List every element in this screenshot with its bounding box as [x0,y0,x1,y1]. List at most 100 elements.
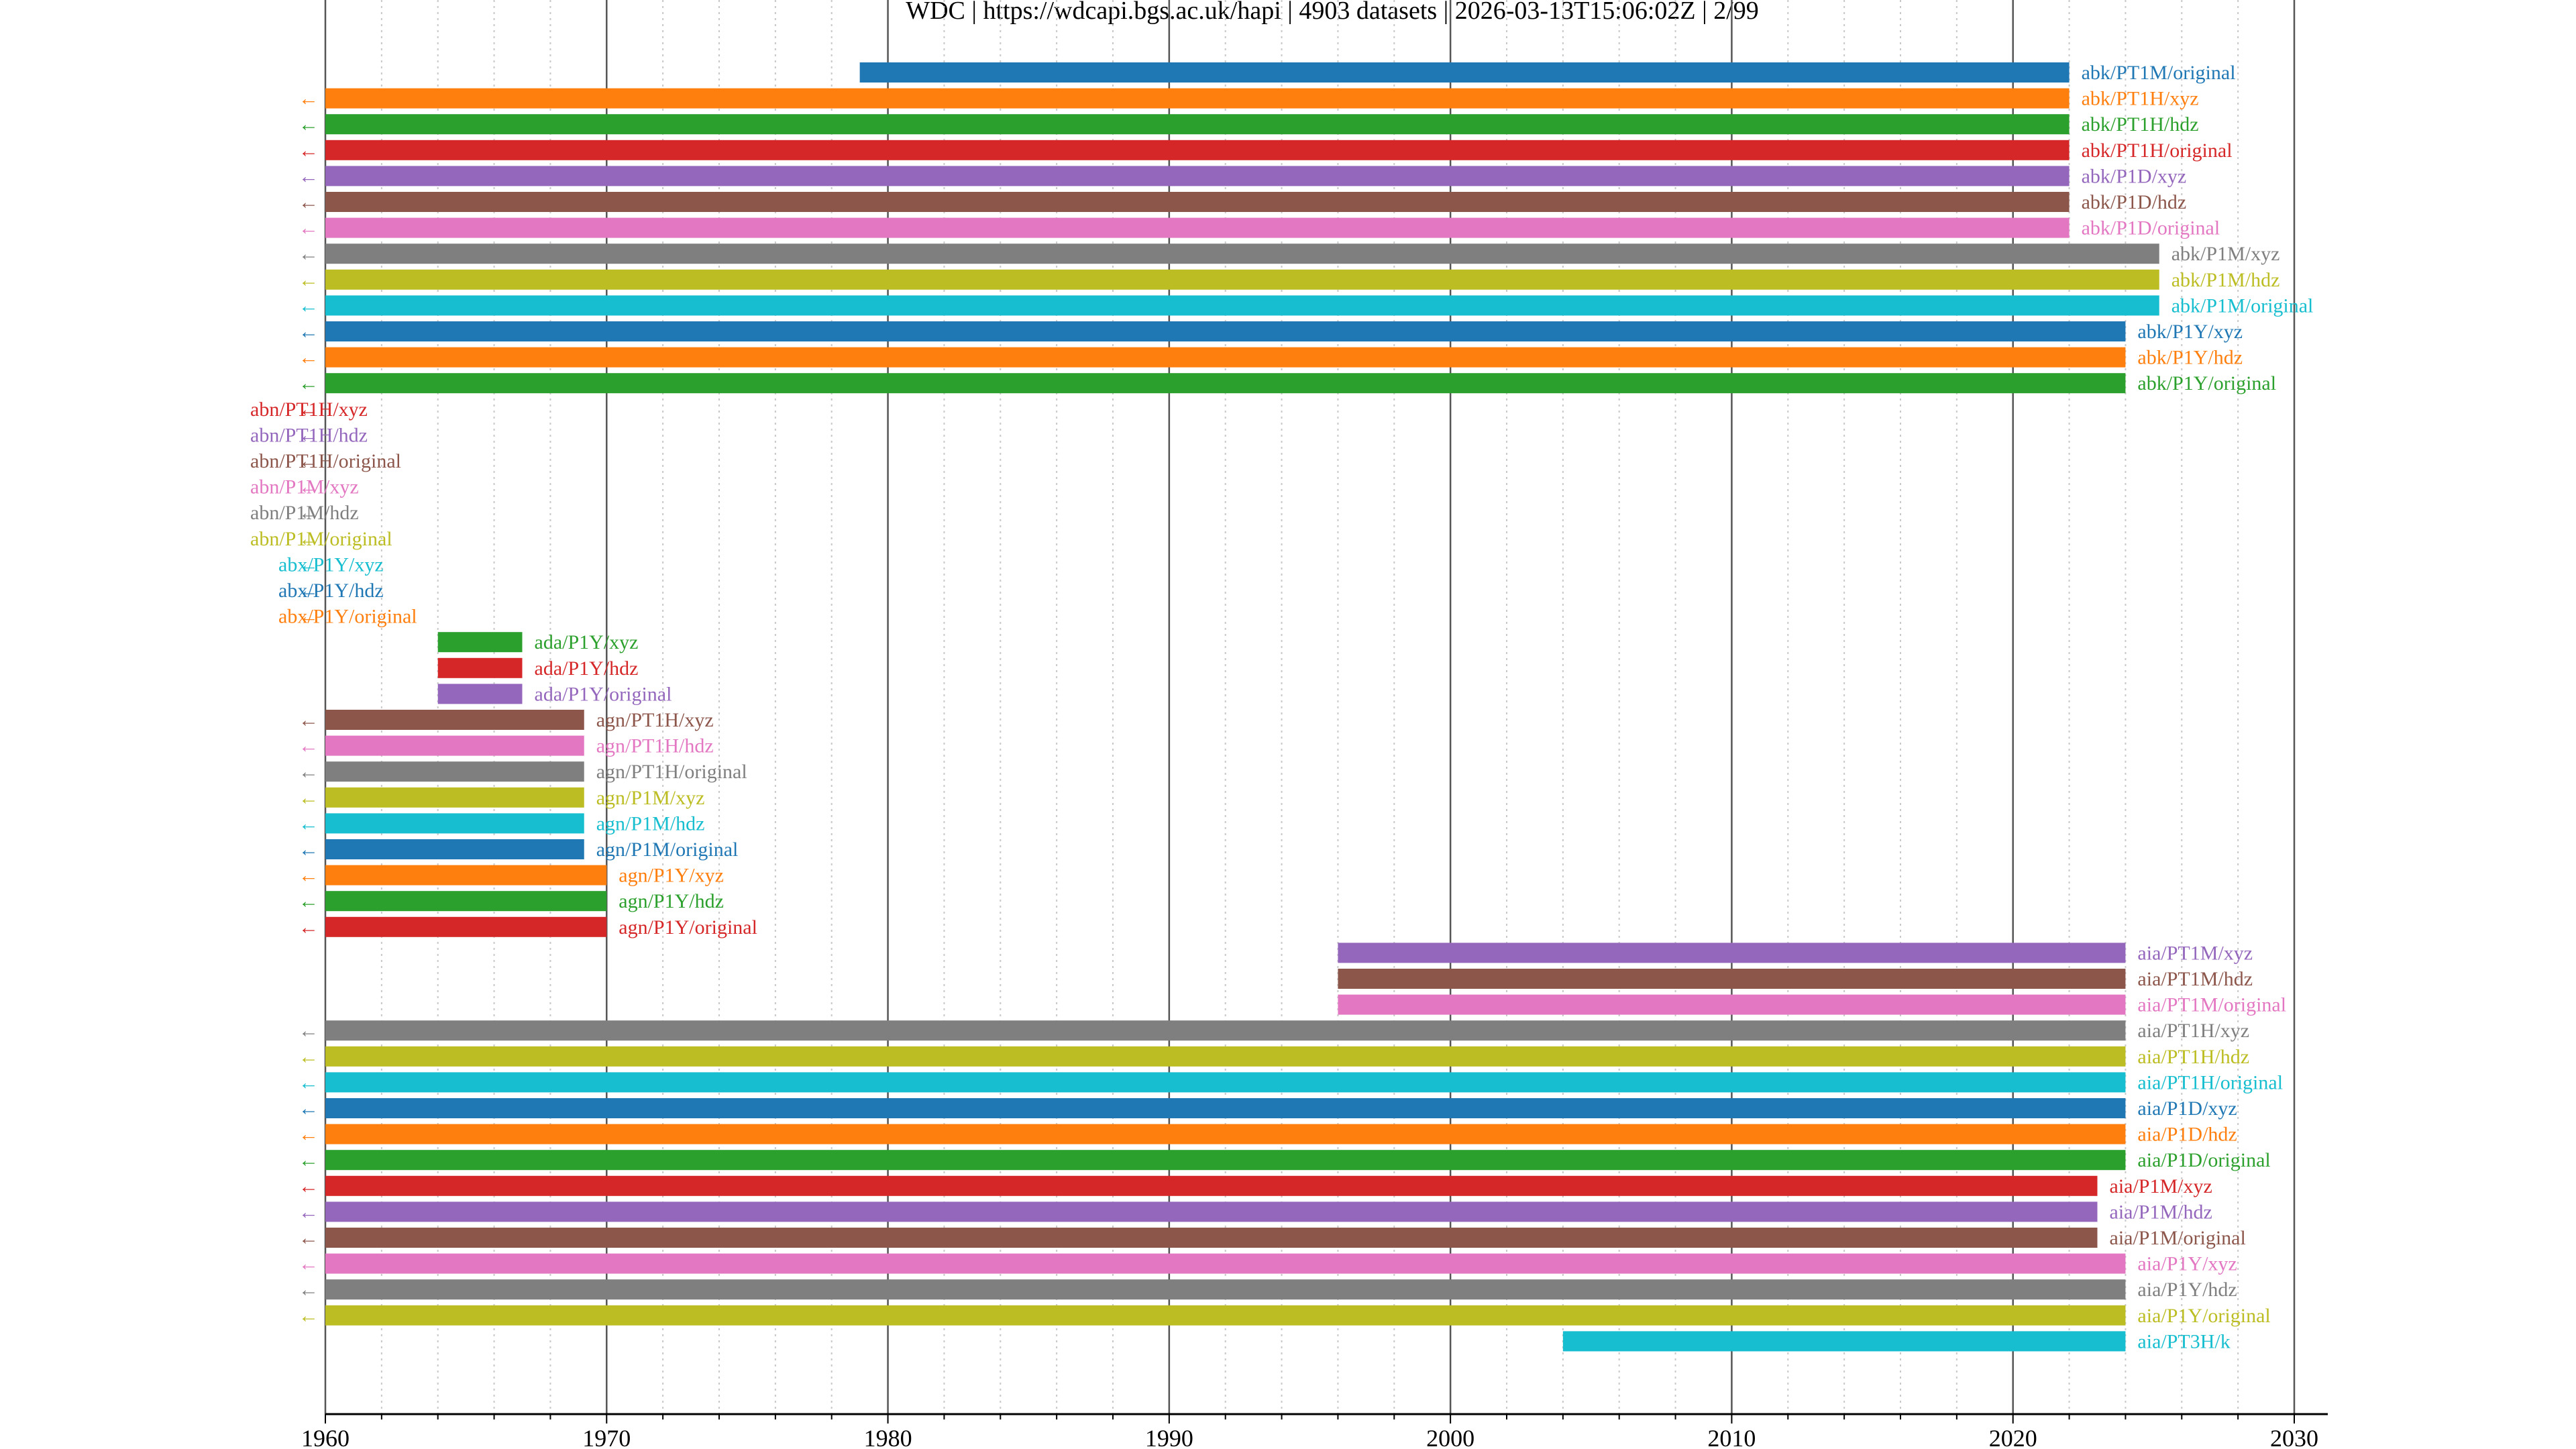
dataset-label: aia/P1M/xyz [2110,1175,2212,1197]
truncated-start-marker: ← [299,1201,319,1223]
truncated-start-marker: ← [299,812,319,835]
dataset-label: aia/PT1H/xyz [2137,1020,2249,1042]
dataset-bar [437,684,523,704]
truncated-start-marker: ← [299,1279,319,1301]
truncated-start-marker: ← [299,217,319,239]
dataset-label: agn/PT1H/hdz [596,735,714,757]
dataset-label: abk/P1M/original [2171,294,2314,317]
truncated-start-marker: ← [299,1175,319,1197]
truncated-start-marker: ← [299,450,319,472]
truncated-start-marker: ← [299,88,319,110]
dataset-bar [1338,969,2126,989]
dataset-bar [325,1201,2098,1222]
dataset-bar [325,244,2159,264]
dataset-bar [325,1253,2126,1274]
dataset-label: aia/P1Y/hdz [2137,1279,2237,1301]
dataset-bar [325,166,2070,186]
truncated-start-marker: ← [299,553,319,576]
x-tick-label: 1980 [864,1425,912,1449]
dataset-bar [325,1228,2098,1248]
dataset-bar [325,1072,2126,1093]
dataset-label: agn/PT1H/original [596,761,747,783]
dataset-label: abk/P1M/xyz [2171,243,2280,265]
dataset-label: agn/P1Y/hdz [619,890,724,912]
dataset-label: aia/P1D/xyz [2137,1097,2237,1120]
dataset-label: agn/P1M/hdz [596,812,705,835]
dataset-label: agn/P1M/original [596,839,739,861]
truncated-start-marker: ← [299,165,319,187]
truncated-start-marker: ← [299,1305,319,1327]
dataset-label: abk/PT1H/original [2082,140,2233,162]
dataset-bar [325,321,2126,341]
dataset-label: abk/P1M/hdz [2171,269,2280,291]
truncated-start-marker: ← [299,372,319,394]
dataset-bar [325,269,2159,290]
truncated-start-marker: ← [299,1124,319,1146]
truncated-start-marker: ← [299,269,319,291]
dataset-label: abn/P1M/xyz [250,476,359,498]
truncated-start-marker: ← [299,294,319,317]
truncated-start-marker: ← [299,839,319,861]
truncated-start-marker: ← [299,113,319,136]
truncated-start-marker: ← [299,865,319,887]
dataset-label: abk/PT1H/xyz [2082,88,2199,110]
chart-title: WDC | https://wdcapi.bgs.ac.uk/hapi | 49… [906,0,1759,25]
dataset-bar [437,657,523,678]
dataset-label: aia/P1D/original [2137,1149,2270,1171]
dataset-bar [325,735,584,756]
dataset-bar [325,891,607,912]
dataset-bar [325,710,584,730]
dataset-bar [325,88,2070,109]
dataset-bar [325,1046,2126,1067]
truncated-start-marker: ← [299,424,319,446]
dataset-label: abk/P1Y/hdz [2137,347,2243,369]
dataset-bar [325,217,2070,238]
truncated-start-marker: ← [299,916,319,938]
dataset-label: abk/PT1H/hdz [2082,113,2199,136]
dataset-label: abk/P1D/hdz [2082,191,2187,213]
dataset-label: abn/P1M/hdz [250,502,359,524]
dataset-bar [325,192,2070,212]
dataset-bar [1338,994,2126,1015]
dataset-label: agn/PT1H/xyz [596,709,714,731]
dataset-bar [1338,943,2126,963]
dataset-label: agn/P1Y/original [619,916,757,938]
dataset-label: ada/P1Y/xyz [535,631,639,653]
dataset-bar [437,632,523,653]
x-axis: 1960 1970 1980 1990 2000 2010 2020 2030 [301,1413,2328,1449]
dataset-bar [325,839,584,859]
truncated-start-marker: ← [299,580,319,602]
dataset-bar [325,1150,2126,1171]
dataset-bar [325,1098,2126,1118]
truncated-start-marker: ← [299,347,319,369]
dataset-label: abx/P1Y/hdz [278,580,384,602]
truncated-start-marker: ← [299,140,319,162]
dataset-bar [325,813,584,834]
dataset-bar [325,916,607,937]
dataset-bar [325,140,2070,160]
truncated-start-marker: ← [299,1227,319,1249]
truncated-start-marker: ← [299,243,319,265]
dataset-label: aia/PT1M/xyz [2137,942,2253,964]
dataset-label: abx/P1Y/original [278,606,417,628]
dataset-label: abn/PT1H/original [250,450,401,472]
dataset-bar [859,62,2070,83]
dataset-bar [1562,1331,2126,1352]
x-tick-label: 2020 [1989,1425,2037,1449]
dataset-label: abk/P1Y/original [2137,372,2276,394]
truncated-start-marker: ← [299,787,319,809]
dataset-label: abn/P1M/original [250,528,392,550]
dataset-label: aia/PT1M/original [2137,994,2286,1016]
dataset-label: aia/P1M/original [2110,1227,2246,1249]
dataset-bar [325,761,584,782]
truncated-start-marker: ← [299,502,319,524]
dataset-label: ada/P1Y/original [535,683,672,705]
dataset-bar [325,787,584,808]
truncated-start-marker: ← [299,1046,319,1068]
dataset-label: aia/PT1M/hdz [2137,968,2253,990]
dataset-bar [325,1020,2126,1041]
truncated-start-marker: ← [299,1253,319,1275]
x-tick-label: 1970 [582,1425,631,1449]
x-tick-label: 2030 [2270,1425,2318,1449]
dataset-bar [325,347,2126,368]
